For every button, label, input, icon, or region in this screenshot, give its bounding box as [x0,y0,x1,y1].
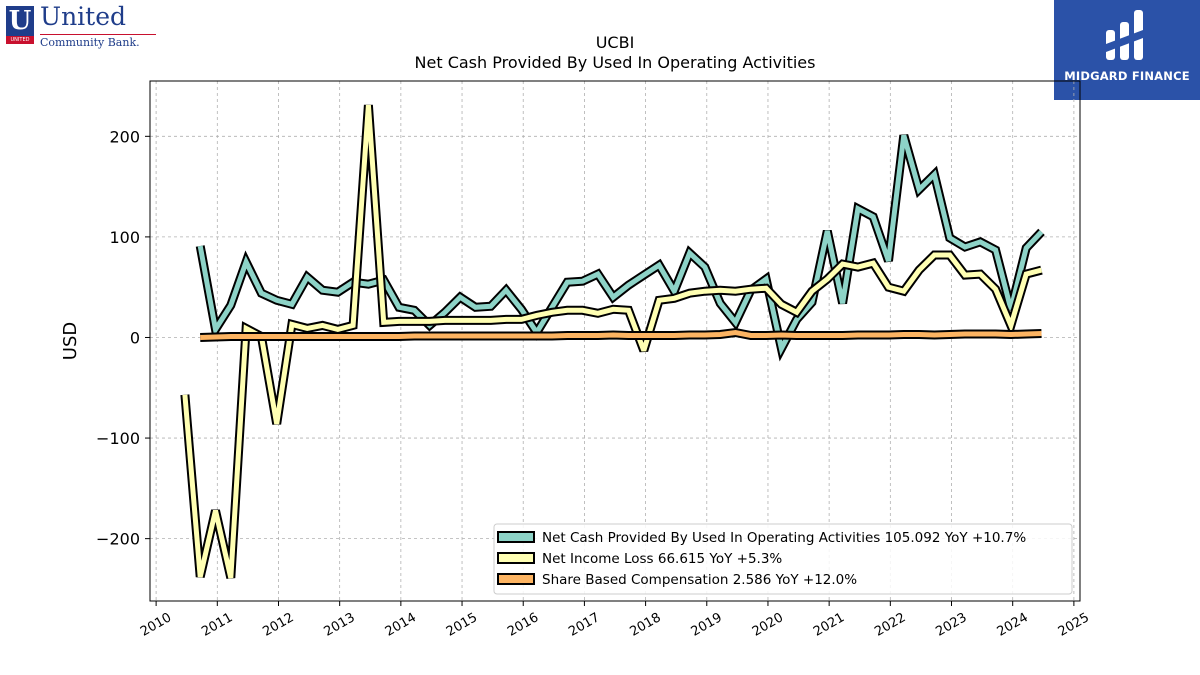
x-tick-label: 2022 [872,610,908,640]
legend-entry: Net Income Loss 66.615 YoY +5.3% [542,551,782,567]
company-subname: Community Bank. [40,36,140,49]
x-tick-label: 2017 [566,610,602,640]
legend-entry: Share Based Compensation 2.586 YoY +12.0… [542,572,857,588]
brand-name: MIDGARD FINANCE [1064,69,1190,83]
series-line-2 [200,327,1042,342]
x-tick-label: 2016 [505,610,541,640]
legend-swatch [497,531,535,543]
series-line-1 [180,104,1043,579]
x-tick-label: 2023 [933,610,969,640]
x-tick-label: 2011 [199,610,235,640]
y-tick-label: −200 [96,530,140,549]
legend-swatch [497,573,535,585]
y-tick-label: 100 [109,228,140,247]
x-tick-label: 2024 [995,610,1031,640]
x-tick-label: 2018 [627,610,663,640]
plot-frame [149,80,1081,602]
brand-emblem-icon [1106,10,1143,60]
series-stroke [200,329,1042,340]
x-tick-label: 2014 [383,610,419,640]
series-lines [180,104,1045,579]
x-tick-label: 2010 [138,610,174,640]
x-tick-label: 2013 [322,610,358,640]
legend-entry: Net Cash Provided By Used In Operating A… [542,530,1026,546]
legend-box [493,523,1073,595]
legend-swatch [497,552,535,564]
series-line-0 [195,134,1045,362]
x-tick-label: 2015 [444,610,480,640]
x-axis: 2010 2011 2012 2013 2014 2015 2016 2017 2018 2019… [138,601,1092,640]
x-tick-label: 2012 [260,610,296,640]
series-stroke [197,134,1044,356]
chart-title: UCBI [596,33,635,52]
logo-mark-tag: UNITED [6,36,34,44]
x-tick-label: 2019 [689,610,725,640]
y-tick-label: 0 [130,328,140,347]
chart-subtitle: Net Cash Provided By Used In Operating A… [415,53,816,72]
company-name: United [40,2,127,31]
x-tick-label: 2021 [811,610,847,640]
y-axis: 200 100 0 −100 −200 [96,127,150,549]
logo-divider [40,34,156,35]
x-tick-label: 2020 [750,610,786,640]
legend: Net Cash Provided By Used In Operating A… [493,523,1073,595]
y-tick-label: −100 [96,429,140,448]
y-tick-label: 200 [109,127,140,146]
company-logo: U UNITED United Community Bank. [6,2,166,49]
y-axis-label: USD [60,322,81,360]
brand-watermark: MIDGARD FINANCE [1054,0,1200,100]
series-stroke [182,104,1043,579]
x-tick-label: 2025 [1056,610,1092,640]
